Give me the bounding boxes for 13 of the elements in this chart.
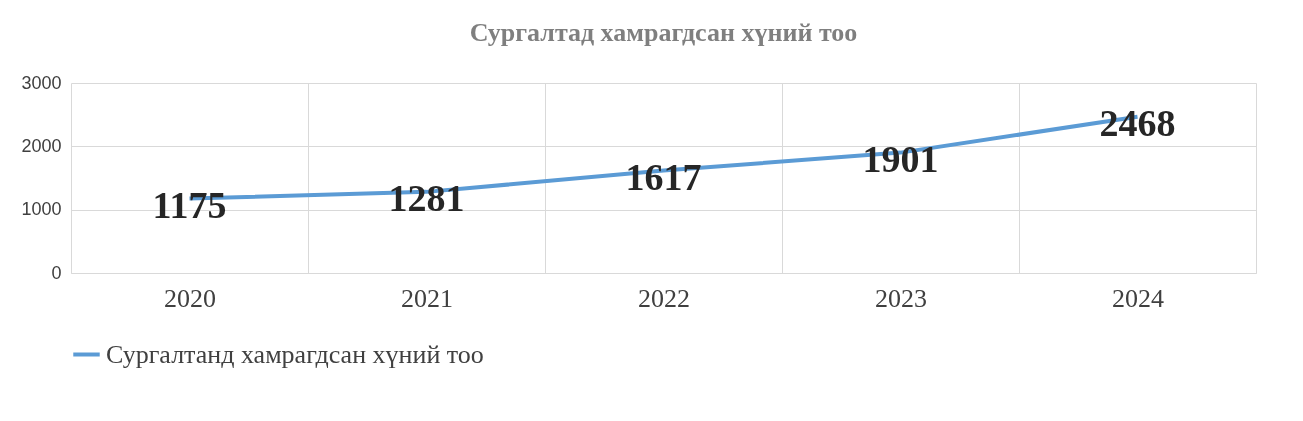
x-tick-label: 2022 <box>638 283 690 313</box>
y-tick-label: 1000 <box>21 199 62 220</box>
y-tick-label: 3000 <box>21 72 62 93</box>
chart-title: Сургалтад хамрагдсан хүний тоо <box>469 18 858 47</box>
data-label: 1175 <box>152 183 227 226</box>
y-tick-label: 0 <box>51 262 62 283</box>
legend-label: Сургалтанд хамрагдсан хүний тоо <box>106 339 484 369</box>
x-tick-label: 2020 <box>164 283 216 313</box>
x-tick-label: 2024 <box>1112 283 1164 313</box>
x-tick-label: 2023 <box>875 283 927 313</box>
y-tick-label: 2000 <box>21 135 62 156</box>
x-tick-label: 2021 <box>401 283 453 313</box>
data-label: 2468 <box>1099 101 1176 144</box>
